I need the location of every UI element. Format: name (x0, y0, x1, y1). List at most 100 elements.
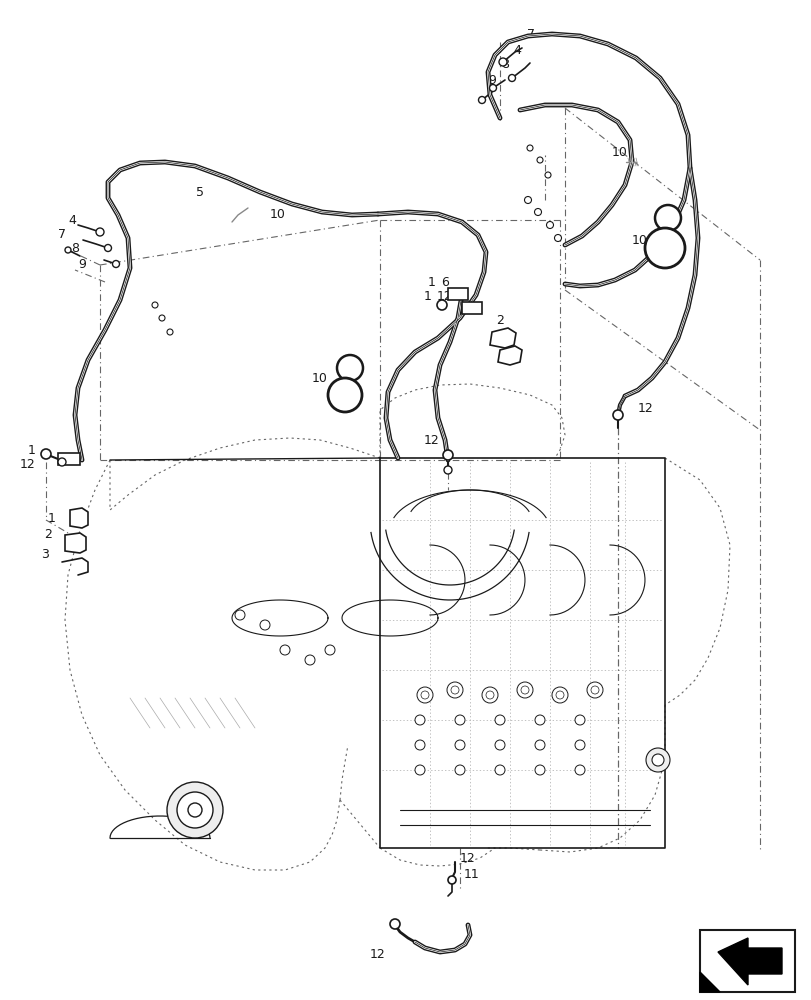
Circle shape (556, 691, 564, 699)
Text: 12: 12 (423, 434, 440, 446)
Circle shape (444, 466, 452, 474)
Text: 3: 3 (496, 332, 504, 344)
Text: 10: 10 (311, 371, 328, 384)
Circle shape (574, 765, 584, 775)
Bar (448, 288, 467, 300)
Text: 2: 2 (496, 314, 504, 326)
Text: 12: 12 (460, 852, 475, 864)
Circle shape (414, 740, 424, 750)
Circle shape (612, 410, 622, 420)
Circle shape (305, 655, 315, 665)
Circle shape (534, 715, 544, 725)
Circle shape (188, 803, 202, 817)
Circle shape (524, 196, 531, 204)
Circle shape (517, 682, 532, 698)
Text: 12: 12 (20, 458, 36, 472)
Circle shape (167, 329, 173, 335)
Text: 4: 4 (68, 214, 76, 227)
Text: 6: 6 (440, 275, 448, 288)
Circle shape (324, 645, 335, 655)
Circle shape (644, 228, 684, 268)
Text: 2: 2 (44, 528, 52, 542)
Text: 9: 9 (78, 257, 86, 270)
Polygon shape (489, 328, 515, 348)
Circle shape (586, 682, 603, 698)
Circle shape (113, 260, 119, 267)
Text: 4: 4 (513, 43, 521, 56)
Circle shape (105, 244, 111, 251)
Circle shape (389, 919, 400, 929)
Text: 12: 12 (370, 948, 385, 962)
Text: 10: 10 (270, 209, 285, 222)
Text: 12: 12 (436, 290, 453, 302)
Text: 11: 11 (464, 867, 479, 880)
Circle shape (448, 876, 456, 884)
Circle shape (486, 691, 493, 699)
Circle shape (544, 172, 551, 178)
Text: 12: 12 (637, 401, 653, 414)
Text: 3: 3 (41, 548, 49, 562)
Circle shape (159, 315, 165, 321)
Circle shape (417, 687, 432, 703)
Polygon shape (717, 938, 781, 985)
Circle shape (482, 687, 497, 703)
Text: 8: 8 (500, 58, 508, 72)
Text: 7: 7 (526, 27, 534, 40)
Circle shape (526, 145, 532, 151)
Circle shape (574, 740, 584, 750)
Circle shape (450, 686, 458, 694)
Circle shape (454, 765, 465, 775)
Circle shape (651, 754, 663, 766)
Circle shape (65, 247, 71, 253)
Circle shape (534, 765, 544, 775)
Circle shape (58, 458, 66, 466)
Circle shape (446, 682, 462, 698)
Bar (461, 302, 482, 314)
Circle shape (443, 450, 453, 460)
Circle shape (337, 355, 363, 381)
Circle shape (554, 234, 561, 241)
Text: 7: 7 (58, 229, 66, 241)
Circle shape (152, 302, 158, 308)
Circle shape (260, 620, 270, 630)
Circle shape (536, 157, 543, 163)
Circle shape (654, 205, 680, 231)
Circle shape (495, 740, 504, 750)
Text: 1: 1 (28, 444, 36, 456)
Text: 9: 9 (487, 74, 496, 87)
Circle shape (177, 792, 212, 828)
Circle shape (534, 740, 544, 750)
Circle shape (167, 782, 223, 838)
Circle shape (436, 300, 446, 310)
Circle shape (478, 97, 485, 104)
Bar (699, 930, 794, 992)
Circle shape (280, 645, 290, 655)
Circle shape (454, 740, 465, 750)
Circle shape (234, 610, 245, 620)
Text: 1: 1 (48, 512, 56, 524)
Text: 10: 10 (631, 233, 647, 246)
Circle shape (454, 715, 465, 725)
Text: 10: 10 (611, 145, 627, 158)
Circle shape (499, 58, 506, 66)
Circle shape (420, 691, 428, 699)
Circle shape (508, 75, 515, 82)
Circle shape (328, 378, 362, 412)
Text: 1: 1 (427, 275, 436, 288)
Text: 5: 5 (195, 186, 204, 198)
Circle shape (551, 687, 568, 703)
Polygon shape (699, 972, 719, 992)
Circle shape (489, 85, 496, 92)
Circle shape (521, 686, 528, 694)
Circle shape (574, 715, 584, 725)
Polygon shape (65, 533, 86, 553)
Circle shape (414, 715, 424, 725)
Circle shape (495, 765, 504, 775)
Text: 8: 8 (71, 241, 79, 254)
Circle shape (546, 222, 553, 229)
Circle shape (646, 748, 669, 772)
Circle shape (414, 765, 424, 775)
Text: 1: 1 (423, 290, 431, 302)
Bar (58, 453, 80, 465)
Circle shape (495, 715, 504, 725)
